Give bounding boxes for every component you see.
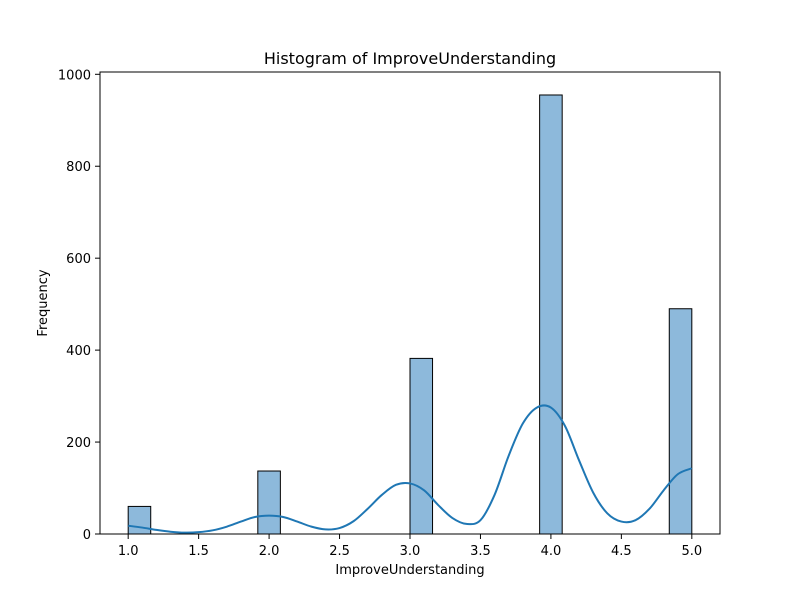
x-tick-label: 2.0 — [259, 544, 280, 559]
histogram-bar — [539, 94, 563, 535]
x-tick-label: 4.5 — [611, 544, 632, 559]
x-tick-label: 2.5 — [329, 544, 350, 559]
x-axis-label: ImproveUnderstanding — [335, 563, 484, 578]
histogram-bar — [127, 505, 152, 535]
y-tick-label: 0 — [83, 528, 91, 543]
y-tick-label: 1000 — [58, 68, 91, 83]
histogram-bar — [668, 308, 693, 535]
x-tick-label: 3.0 — [400, 544, 421, 559]
chart-title: Histogram of ImproveUnderstanding — [264, 49, 556, 68]
bars-layer — [127, 94, 693, 535]
y-axis-label: Frequency — [36, 269, 51, 336]
histogram-bar — [257, 470, 281, 535]
y-tick-label: 400 — [66, 344, 91, 359]
x-tick-label: 1.0 — [118, 544, 139, 559]
y-tick-label: 800 — [66, 160, 91, 175]
x-tick-label: 4.0 — [541, 544, 562, 559]
y-tick-label: 200 — [66, 436, 91, 451]
y-axis: 0 200 400 600 800 1000 — [58, 68, 100, 543]
histogram-bar — [409, 357, 434, 535]
x-tick-label: 1.5 — [188, 544, 209, 559]
x-axis: 1.0 1.5 2.0 2.5 3.0 3.5 4.0 4.5 5.0 — [118, 534, 702, 559]
y-tick-label: 600 — [66, 252, 91, 267]
kde-line — [128, 404, 693, 534]
x-tick-label: 5.0 — [681, 544, 702, 559]
x-tick-label: 3.5 — [470, 544, 491, 559]
